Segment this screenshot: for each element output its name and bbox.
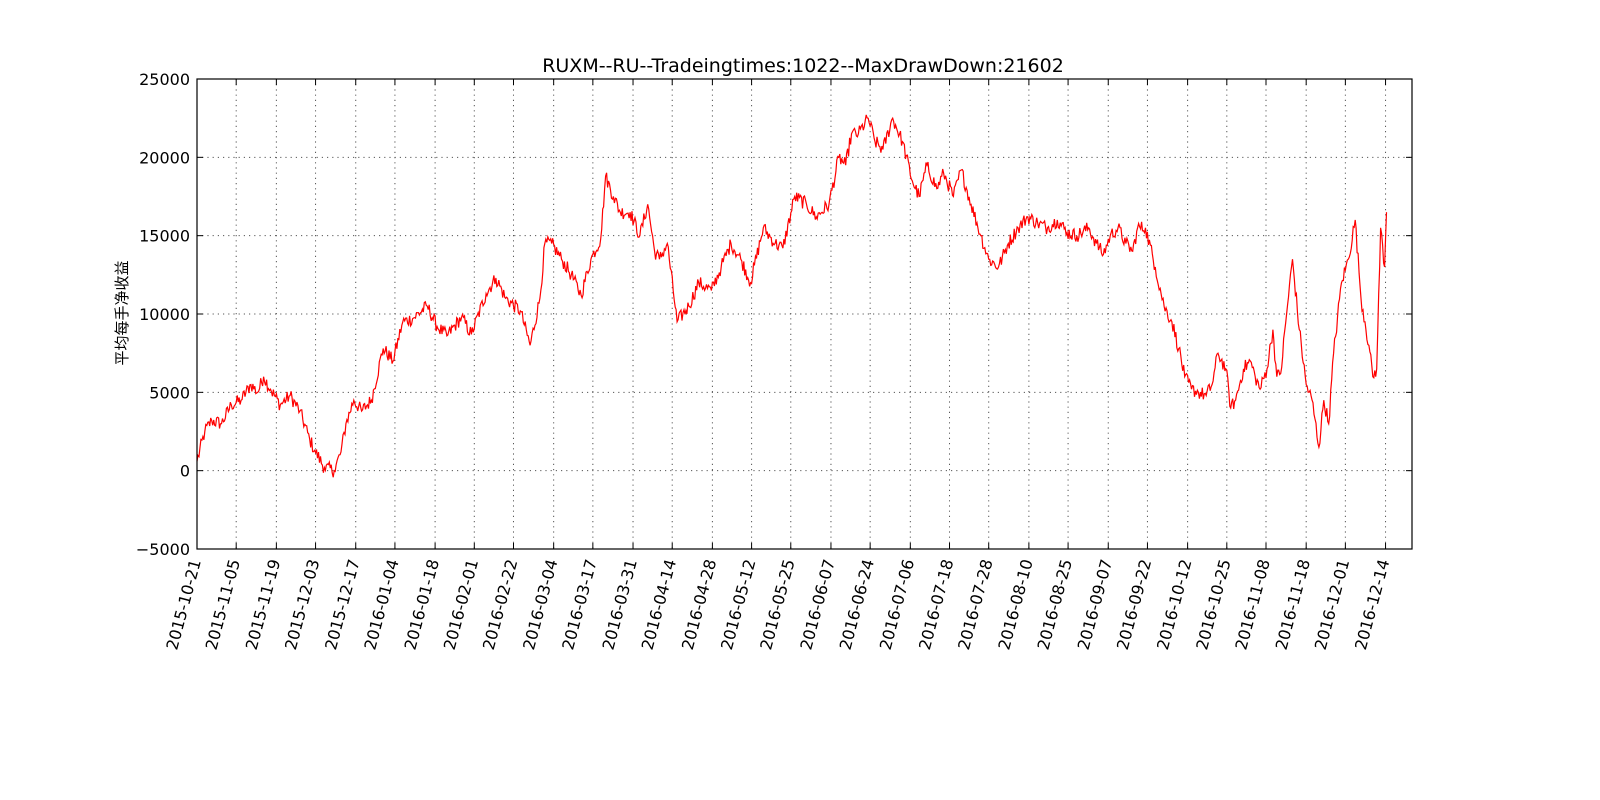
y-axis-label: 平均每手净收益: [113, 260, 131, 365]
x-tick-label: 2016-07-18: [915, 557, 957, 652]
x-tick-label: 2016-02-01: [440, 557, 482, 652]
y-tick-label: 10000: [139, 305, 190, 324]
x-tick-label: 2016-06-07: [796, 557, 838, 652]
y-tick-label: −5000: [136, 540, 190, 559]
series-line: [196, 114, 1388, 478]
x-tick-label: 2016-08-25: [1034, 557, 1076, 652]
x-tick-label: 2016-08-10: [994, 557, 1036, 652]
y-tick-label: 20000: [139, 148, 190, 167]
grid-lines: [196, 78, 1412, 550]
y-tick-label: 0: [180, 462, 190, 481]
x-tick-label: 2016-05-12: [717, 557, 759, 652]
x-tick-label: 2015-11-19: [242, 557, 284, 652]
x-tick-label: 2016-03-17: [558, 557, 600, 652]
x-tick-label: 2016-10-12: [1153, 557, 1195, 652]
series-layer: [196, 114, 1388, 478]
x-tick-label: 2016-12-01: [1311, 557, 1353, 652]
x-tick-label: 2016-04-14: [638, 557, 680, 652]
y-tick-label: 25000: [139, 70, 190, 89]
x-tick-label: 2016-01-18: [401, 557, 443, 652]
x-tick-label: 2016-12-14: [1351, 557, 1393, 652]
x-tick-label: 2016-02-22: [479, 557, 521, 652]
x-tick-label: 2016-09-07: [1074, 557, 1116, 652]
x-tick-label: 2016-07-28: [954, 557, 996, 652]
x-tick-label: 2015-12-17: [321, 557, 363, 652]
x-tick-label: 2016-01-04: [360, 557, 402, 652]
x-tick-label: 2016-09-22: [1113, 557, 1155, 652]
chart-title: RUXM--RU--Tradeingtimes:1022--MaxDrawDow…: [542, 55, 1064, 77]
x-tick-label: 2015-12-03: [281, 557, 323, 652]
x-tick-label: 2015-10-21: [162, 557, 204, 652]
x-tick-label: 2016-03-04: [519, 557, 561, 652]
y-tick-label: 15000: [139, 227, 190, 246]
x-tick-label: 2016-03-31: [598, 557, 640, 652]
x-tick-label: 2016-11-08: [1231, 557, 1273, 652]
y-tick-label: 5000: [149, 383, 190, 402]
x-tick-label: 2016-07-06: [876, 557, 918, 652]
x-tick-label: 2015-11-05: [202, 557, 244, 652]
x-tick-label: 2016-06-24: [836, 557, 878, 652]
x-tick-label: 2016-05-25: [756, 557, 798, 652]
x-tick-label: 2016-11-18: [1272, 557, 1314, 652]
x-tick-label: 2016-10-25: [1192, 557, 1234, 652]
x-tick-label: 2016-04-28: [678, 557, 720, 652]
